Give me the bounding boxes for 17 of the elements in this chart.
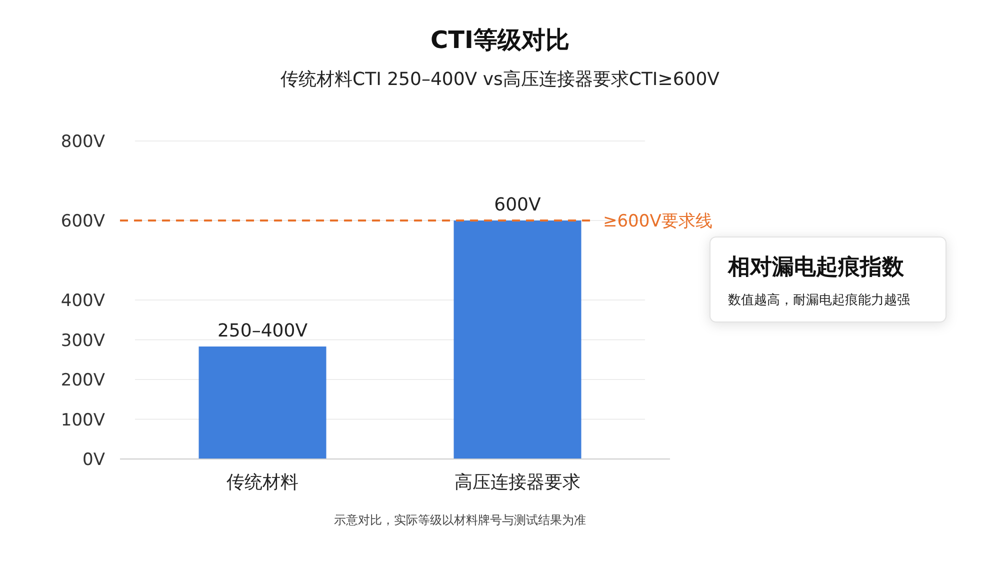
y-tick-label: 200V — [60, 370, 106, 390]
data-label: 600V — [494, 194, 542, 216]
data-label: 250–400V — [217, 320, 308, 342]
y-tick-label: 100V — [60, 410, 106, 430]
text: 数值越高，耐漏电起痕能力越强 — [728, 292, 910, 308]
y-tick-label: 0V — [82, 450, 106, 470]
y-tick-label: 800V — [60, 132, 106, 152]
chart-title: CTI等级对比 — [430, 26, 570, 54]
y-tick-label: 600V — [60, 212, 106, 232]
chart-subtitle: 传统材料CTI 250–400V vs高压连接器要求CTI≥600V — [280, 69, 720, 90]
x-tick-label: 高压连接器要求 — [454, 472, 580, 493]
ref-line-label: ≥600V要求线 — [603, 212, 712, 232]
text: 示意对比，实际等级以材料牌号与测试结果为准 — [334, 513, 586, 527]
y-tick-label: 300V — [60, 330, 106, 351]
y-tick-label: 400V — [60, 291, 106, 311]
x-tick-label: 传统材料 — [226, 472, 298, 493]
text: 相对漏电起痕指数 — [727, 255, 905, 280]
